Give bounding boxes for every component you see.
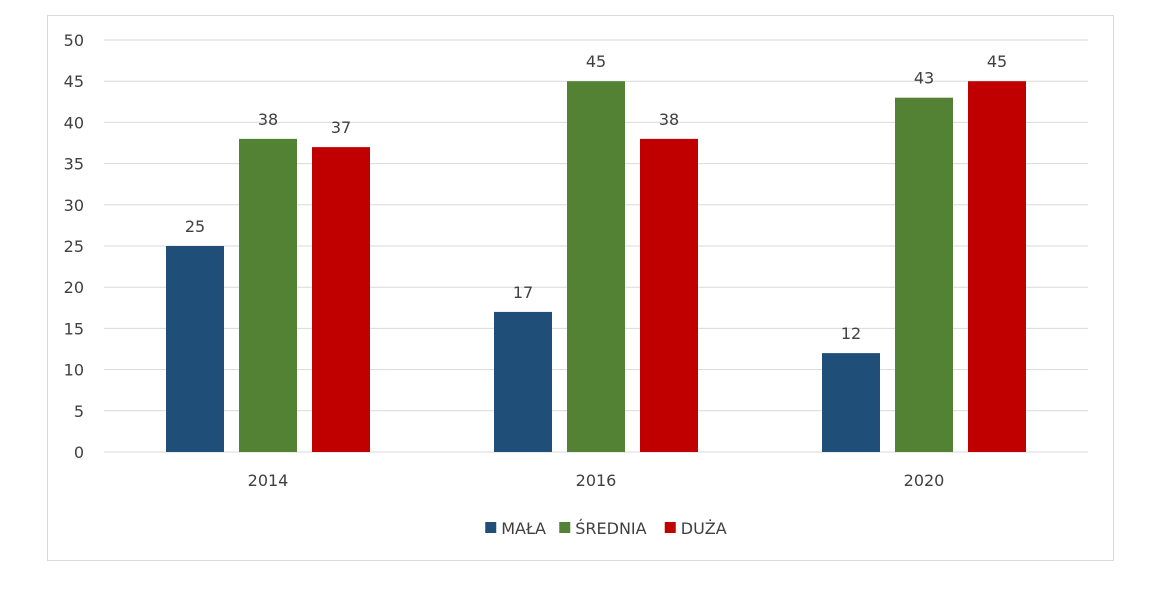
data-label: 17 <box>513 283 533 302</box>
y-tick-label: 15 <box>64 319 84 338</box>
bar-duża <box>640 138 698 452</box>
bar-mała <box>494 311 552 452</box>
bar-średnia <box>895 97 953 453</box>
data-label: 43 <box>914 69 934 88</box>
x-tick-label: 2014 <box>248 471 289 490</box>
y-tick-label: 20 <box>64 278 84 297</box>
legend-label: MAŁA <box>501 519 546 538</box>
data-label: 38 <box>258 110 278 129</box>
legend-label: DUŻA <box>681 519 727 538</box>
y-tick-label: 30 <box>64 196 84 215</box>
x-tick-label: 2020 <box>904 471 945 490</box>
data-label: 12 <box>841 324 861 343</box>
x-tick-label: 2016 <box>576 471 617 490</box>
legend-label: ŚREDNIA <box>575 519 646 538</box>
legend-swatch-0 <box>485 522 497 533</box>
data-label: 45 <box>586 52 606 71</box>
bar-średnia <box>239 138 297 452</box>
data-label: 25 <box>185 217 205 236</box>
y-tick-label: 50 <box>64 31 84 50</box>
y-tick-label: 10 <box>64 361 84 380</box>
y-tick-label: 40 <box>64 113 84 132</box>
y-tick-label: 0 <box>74 443 84 462</box>
bar-mała <box>822 353 880 452</box>
bar-mała <box>166 246 224 452</box>
chart-frame <box>47 15 1114 561</box>
data-label: 38 <box>659 110 679 129</box>
bar-duża <box>312 147 370 452</box>
legend-swatch-1 <box>559 522 571 533</box>
y-tick-label: 45 <box>64 72 84 91</box>
y-tick-label: 35 <box>64 155 84 174</box>
legend-swatch-2 <box>664 522 676 533</box>
y-tick-label: 5 <box>74 402 84 421</box>
data-label: 37 <box>331 118 351 137</box>
y-tick-label: 25 <box>64 237 84 256</box>
data-label: 45 <box>987 52 1007 71</box>
bar-duża <box>968 81 1026 452</box>
bar-średnia <box>567 81 625 452</box>
